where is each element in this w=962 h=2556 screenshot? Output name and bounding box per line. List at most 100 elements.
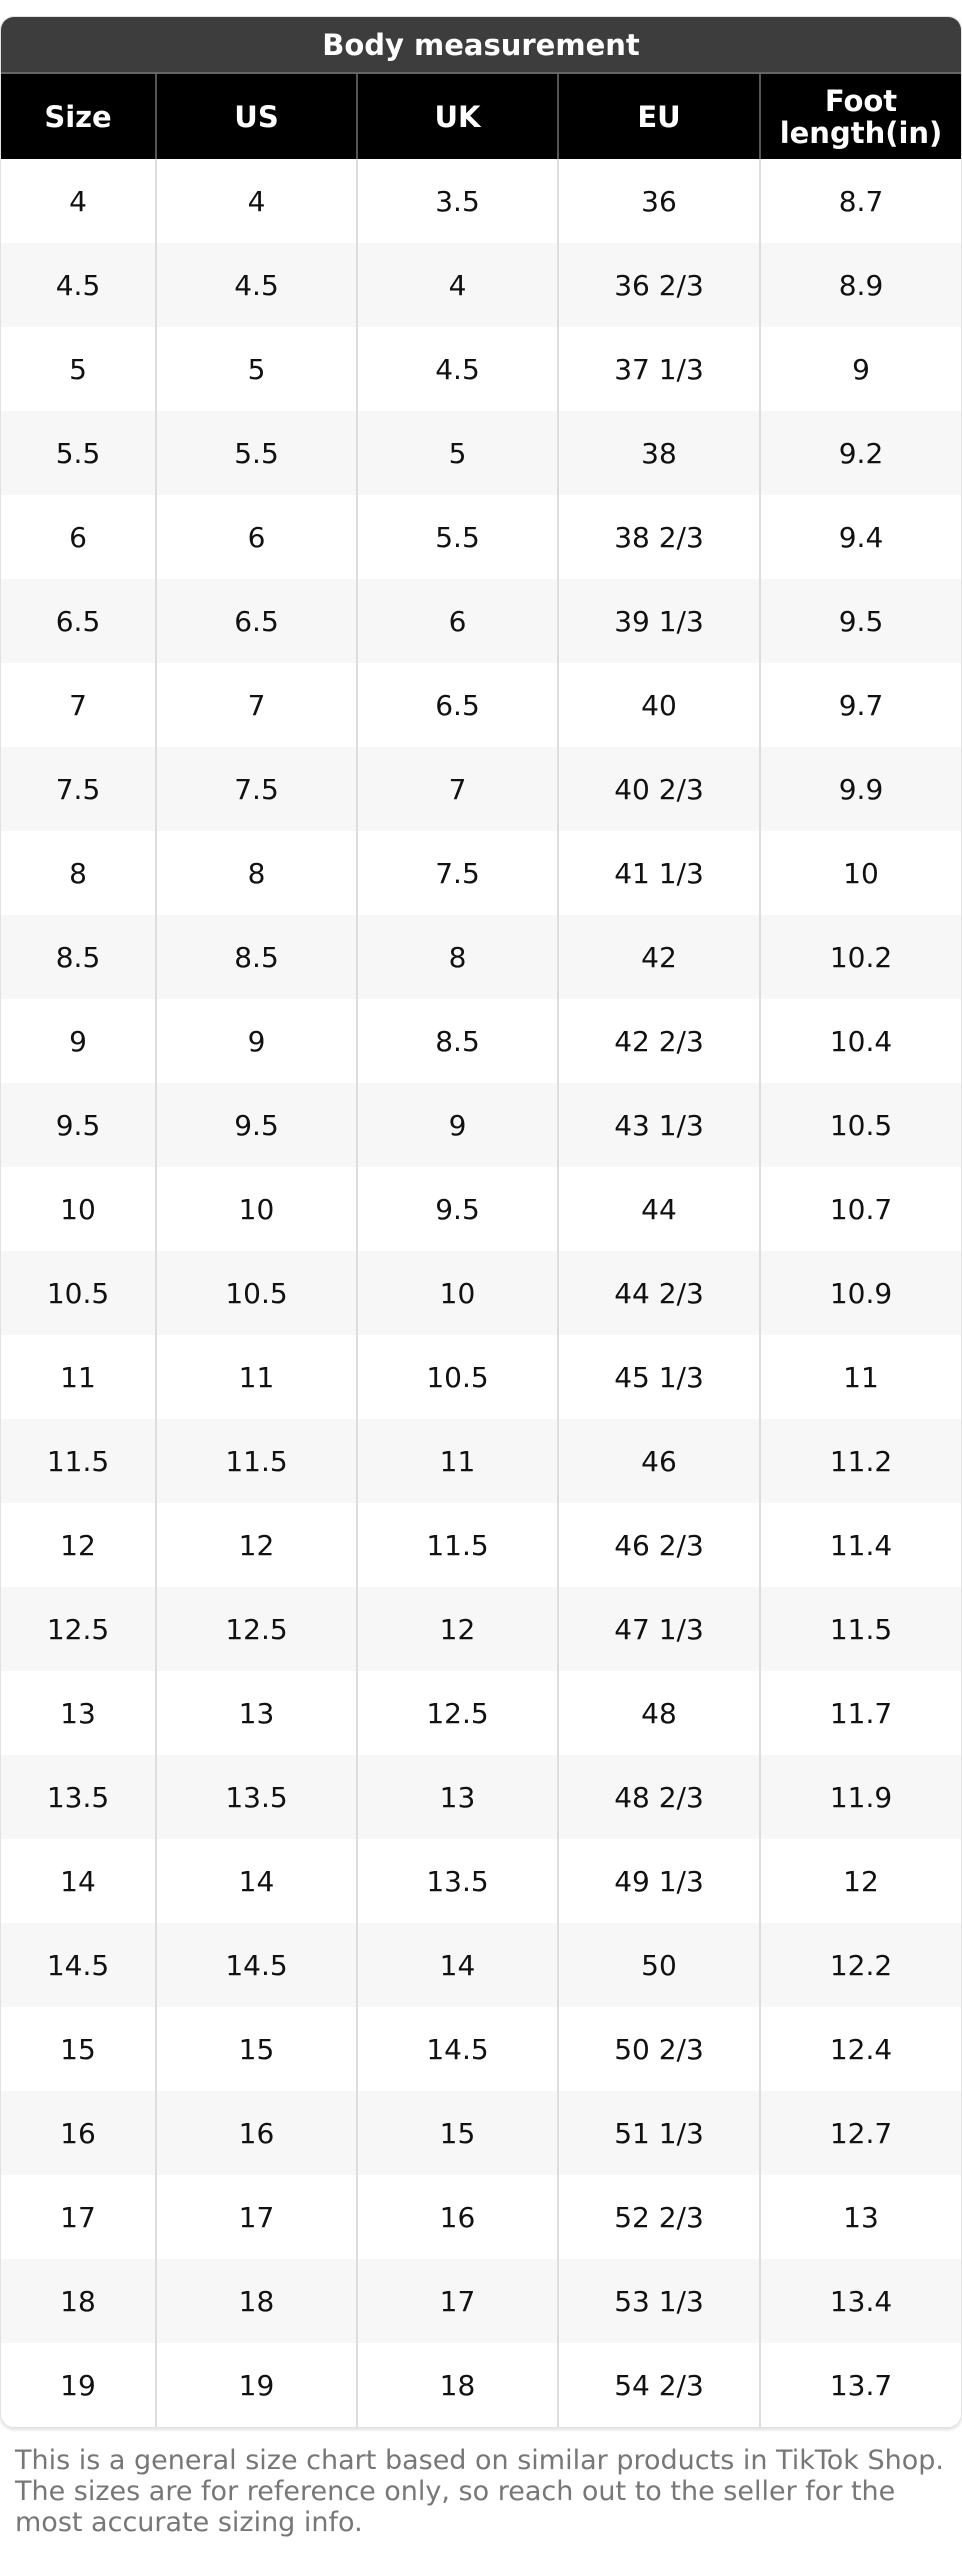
table-cell: 7.5	[356, 831, 558, 915]
table-cell: 8.9	[759, 243, 961, 327]
table-cell: 10.5	[759, 1083, 961, 1167]
table-cell: 11.2	[759, 1419, 961, 1503]
table-cell: 13	[356, 1755, 558, 1839]
table-cell: 4.5	[1, 243, 156, 327]
table-row: 9.5 9.5 9 43 1/3 10.5	[1, 1083, 961, 1167]
table-cell: 12	[155, 1503, 357, 1587]
column-header: Foot length(in)	[759, 74, 961, 159]
table-cell: 15	[356, 2091, 558, 2175]
table-cell: 7.5	[155, 747, 357, 831]
table-cell: 13.7	[759, 2343, 961, 2427]
table-cell: 36 2/3	[557, 243, 760, 327]
table-cell: 12.5	[155, 1587, 357, 1671]
table-cell: 8.5	[1, 915, 156, 999]
table-cell: 18	[356, 2343, 558, 2427]
table-row: 10 10 9.5 44 10.7	[1, 1167, 961, 1251]
table-cell: 7	[69, 688, 87, 722]
table-cell: 10	[155, 1167, 357, 1251]
table-cell: 9.5	[155, 1083, 357, 1167]
size-chart-table: Body measurement Size US UK EU Foot length(i…	[0, 16, 962, 2428]
table-cell: 13	[155, 1671, 357, 1755]
table-cell: 10	[356, 1251, 558, 1335]
table-cell: 6.5	[1, 579, 156, 663]
column-header: Size	[1, 74, 156, 159]
table-cell: 11.4	[759, 1503, 961, 1587]
table-cell: 9	[759, 327, 961, 411]
table-cell: 42	[557, 915, 760, 999]
table-cell: 12.2	[759, 1923, 961, 2007]
table-row: 13 13 12.5 48 11.7	[1, 1671, 961, 1755]
table-row: 7 7 6.5 40 9.7	[1, 663, 961, 747]
table-cell: 15	[155, 2007, 357, 2091]
table-cell: 43 1/3	[557, 1083, 760, 1167]
table-row: 14 14 13.5 49 1/3 12	[1, 1839, 961, 1923]
table-cell: 7.5	[1, 747, 156, 831]
table-cell: 9	[69, 1024, 87, 1058]
table-cell: 10	[759, 831, 961, 915]
table-cell: 16	[356, 2175, 558, 2259]
table-cell: 40 2/3	[557, 747, 760, 831]
table-cell: 9.4	[759, 495, 961, 579]
table-cell: 36	[557, 159, 760, 243]
table-cell: 11	[356, 1419, 558, 1503]
table-row: 17 17 16 52 2/3 13	[1, 2175, 961, 2259]
table-cell: 48	[557, 1671, 760, 1755]
table-cell: 5.5	[1, 411, 156, 495]
table-row: 8 8 7.5 41 1/3 10	[1, 831, 961, 915]
table-cell: 13	[759, 2175, 961, 2259]
table-cell: 11.5	[1, 1419, 156, 1503]
table-cell: 11	[759, 1335, 961, 1419]
table-cell: 11.5	[155, 1419, 357, 1503]
table-cell: 13.5	[356, 1839, 558, 1923]
table-row: 12 12 11.5 46 2/3 11.4	[1, 1503, 961, 1587]
table-row: 18 18 17 53 1/3 13.4	[1, 2259, 961, 2343]
table-cell: 19	[60, 2368, 96, 2402]
table-cell: 11.5	[759, 1587, 961, 1671]
table-title: Body measurement	[1, 17, 961, 74]
table-cell: 50 2/3	[557, 2007, 760, 2091]
table-cell: 11	[60, 1360, 96, 1394]
table-cell: 9.5	[356, 1167, 558, 1251]
table-cell: 13	[60, 1696, 96, 1730]
table-cell: 8.7	[759, 159, 961, 243]
table-cell: 14.5	[155, 1923, 357, 2007]
table-cell: 6.5	[155, 579, 357, 663]
table-cell: 44 2/3	[557, 1251, 760, 1335]
table-row: 7.5 7.5 7 40 2/3 9.9	[1, 747, 961, 831]
table-cell: 44	[557, 1167, 760, 1251]
table-cell: 12.4	[759, 2007, 961, 2091]
table-cell: 10.7	[759, 1167, 961, 1251]
table-cell: 6	[69, 520, 87, 554]
table-cell: 12.5	[356, 1671, 558, 1755]
table-cell: 15	[60, 2032, 96, 2066]
table-cell: 18	[155, 2259, 357, 2343]
table-cell: 5.5	[356, 495, 558, 579]
table-cell: 6	[356, 579, 558, 663]
table-cell: 12.7	[759, 2091, 961, 2175]
table-cell: 10.5	[1, 1251, 156, 1335]
table-cell: 10.2	[759, 915, 961, 999]
table-cell: 45 1/3	[557, 1335, 760, 1419]
table-cell: 46 2/3	[557, 1503, 760, 1587]
table-row: 6.5 6.5 6 39 1/3 9.5	[1, 579, 961, 663]
table-cell: 6	[155, 495, 357, 579]
table-cell: 9	[356, 1083, 558, 1167]
table-row: 12.5 12.5 12 47 1/3 11.5	[1, 1587, 961, 1671]
table-row: 8.5 8.5 8 42 10.2	[1, 915, 961, 999]
table-cell: 12	[356, 1587, 558, 1671]
table-cell: 8	[155, 831, 357, 915]
table-cell: 13.5	[1, 1755, 156, 1839]
table-row: 14.5 14.5 14 50 12.2	[1, 1923, 961, 2007]
table-cell: 14	[155, 1839, 357, 1923]
table-cell: 4.5	[155, 243, 357, 327]
table-cell: 10	[60, 1192, 96, 1226]
table-cell: 11.9	[759, 1755, 961, 1839]
table-row: 11 11 10.5 45 1/3 11	[1, 1335, 961, 1419]
table-cell: 5	[356, 411, 558, 495]
table-cell: 5.5	[155, 411, 357, 495]
table-cell: 13.4	[759, 2259, 961, 2343]
table-cell: 12	[759, 1839, 961, 1923]
table-cell: 8	[69, 856, 87, 890]
table-row: 16 16 15 51 1/3 12.7	[1, 2091, 961, 2175]
table-cell: 50	[557, 1923, 760, 2007]
